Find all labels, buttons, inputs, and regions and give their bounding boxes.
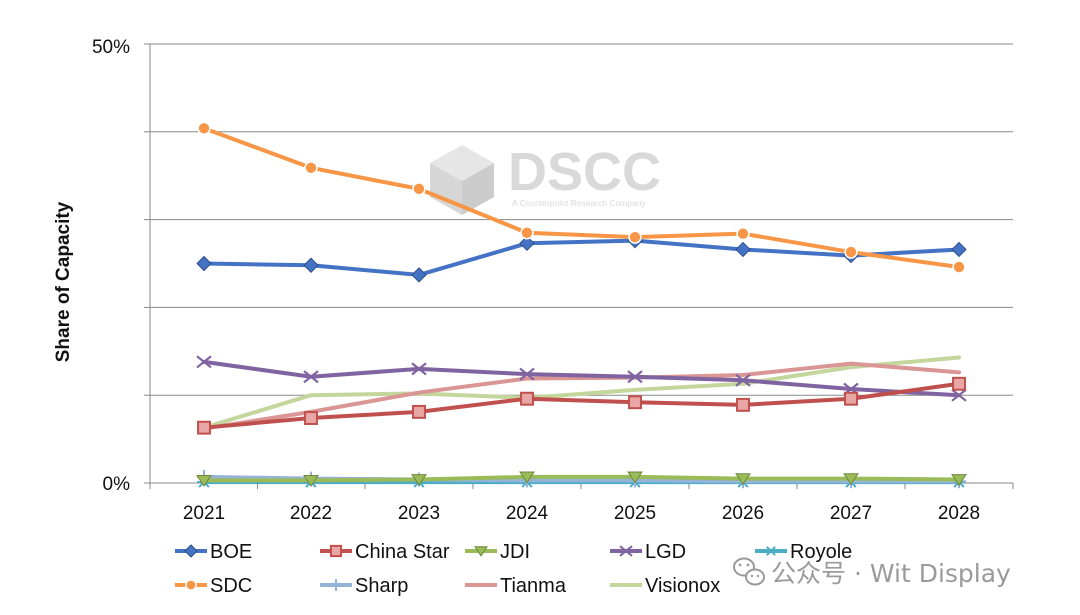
x-tick-labels: 2021 2022 2023 2024 2025 2026 2027 2028: [183, 503, 980, 524]
data-point: [196, 255, 212, 272]
data-point: [520, 391, 534, 406]
legend-item-tianma: Tianma: [465, 575, 567, 597]
data-point: [951, 241, 967, 258]
legend-item-china-star: China Star: [320, 541, 450, 563]
data-point: [411, 474, 427, 486]
data-point: [765, 546, 777, 556]
legend-label: Tianma: [500, 575, 567, 597]
data-point: [844, 391, 858, 406]
wechat-icon: [733, 557, 765, 586]
series-boe: [196, 232, 967, 283]
legend-label: China Star: [355, 541, 450, 563]
data-point: [304, 411, 318, 425]
data-point: [196, 355, 212, 369]
legend-label: Visionox: [645, 575, 720, 597]
data-point: [519, 235, 535, 252]
brand-overlay-text: 公众号 · Wit Display: [771, 559, 1011, 588]
x-tick-label: 2022: [290, 503, 332, 524]
series-jdi: [196, 471, 967, 487]
series-line: [202, 126, 961, 270]
series-line: [202, 474, 961, 483]
gridlines: [150, 43, 1013, 396]
legend-item-royole: Royole: [755, 541, 852, 563]
data-point: [197, 420, 211, 435]
legend-item-jdi: JDI: [465, 541, 530, 563]
series-line: [202, 381, 961, 430]
data-point: [474, 546, 488, 557]
data-point: [303, 370, 319, 384]
y-axis-title: Share of Capacity: [53, 201, 74, 362]
data-point: [304, 161, 318, 175]
x-tick-label: 2027: [830, 503, 872, 524]
data-point: [197, 121, 211, 135]
data-point: [951, 388, 967, 402]
y-tick-label-bottom: 0%: [103, 474, 131, 495]
x-tick-label: 2025: [614, 503, 656, 524]
legend-item-boe: BOE: [175, 541, 252, 563]
data-point: [303, 257, 319, 273]
legend-item-visionox: Visionox: [610, 575, 720, 597]
legend-label: Royole: [790, 541, 852, 563]
data-point: [735, 241, 751, 258]
series-line: [202, 238, 961, 277]
legend-label: LGD: [645, 541, 686, 563]
series-visionox: [202, 355, 961, 430]
data-point: [185, 579, 197, 591]
x-tick-label: 2026: [722, 503, 764, 524]
data-point: [519, 367, 535, 381]
data-point: [184, 544, 198, 558]
dscc-watermark: DSCC A Counterpoint Research Company: [430, 142, 661, 215]
series-line: [202, 355, 961, 430]
legend-item-sharp: Sharp: [320, 575, 408, 597]
watermark-tagline: A Counterpoint Research Company: [512, 198, 646, 208]
data-point: [628, 230, 642, 244]
data-point: [411, 267, 427, 283]
data-point: [952, 260, 966, 274]
x-tick-label: 2028: [938, 503, 980, 524]
data-point: [736, 397, 750, 412]
data-point: [951, 474, 967, 486]
data-point: [520, 226, 534, 240]
legend-label: BOE: [210, 541, 252, 563]
data-point: [952, 376, 966, 391]
legend-label: JDI: [500, 541, 530, 563]
x-tick-label: 2024: [506, 503, 549, 524]
data-point: [196, 474, 212, 487]
y-tick-label-top: 50%: [92, 37, 130, 58]
data-point: [412, 404, 426, 419]
data-point: [735, 473, 751, 486]
series-china-star: [197, 376, 966, 435]
x-tick-label: 2023: [398, 503, 440, 524]
legend-item-sdc: SDC: [175, 575, 252, 597]
data-point: [736, 226, 750, 241]
legend-label: SDC: [210, 575, 252, 597]
x-tick-label: 2021: [183, 503, 225, 524]
brand-overlay: 公众号 · Wit Display: [733, 557, 1011, 588]
data-point: [843, 473, 859, 486]
legend-label: Sharp: [355, 575, 408, 597]
data-point: [735, 373, 751, 387]
data-point: [844, 245, 858, 259]
legend: BOE China Star JDI LGD Royole SDC Sharp Tianma V…: [175, 541, 852, 597]
data-point: [627, 370, 643, 384]
legend-item-lgd: LGD: [610, 541, 686, 563]
data-point: [627, 471, 643, 484]
watermark-logo-text: DSCC: [508, 142, 661, 202]
series-lines: [196, 121, 967, 489]
data-point: [619, 545, 633, 557]
data-point: [330, 579, 342, 591]
series-tianma: [202, 361, 961, 431]
data-point: [412, 182, 426, 196]
series-line: [202, 359, 961, 398]
data-point: [628, 395, 642, 410]
data-point: [329, 544, 343, 558]
series-line: [202, 361, 961, 431]
data-point: [411, 362, 427, 376]
series-sdc: [197, 121, 966, 274]
data-point: [519, 471, 535, 484]
data-point: [303, 474, 319, 487]
